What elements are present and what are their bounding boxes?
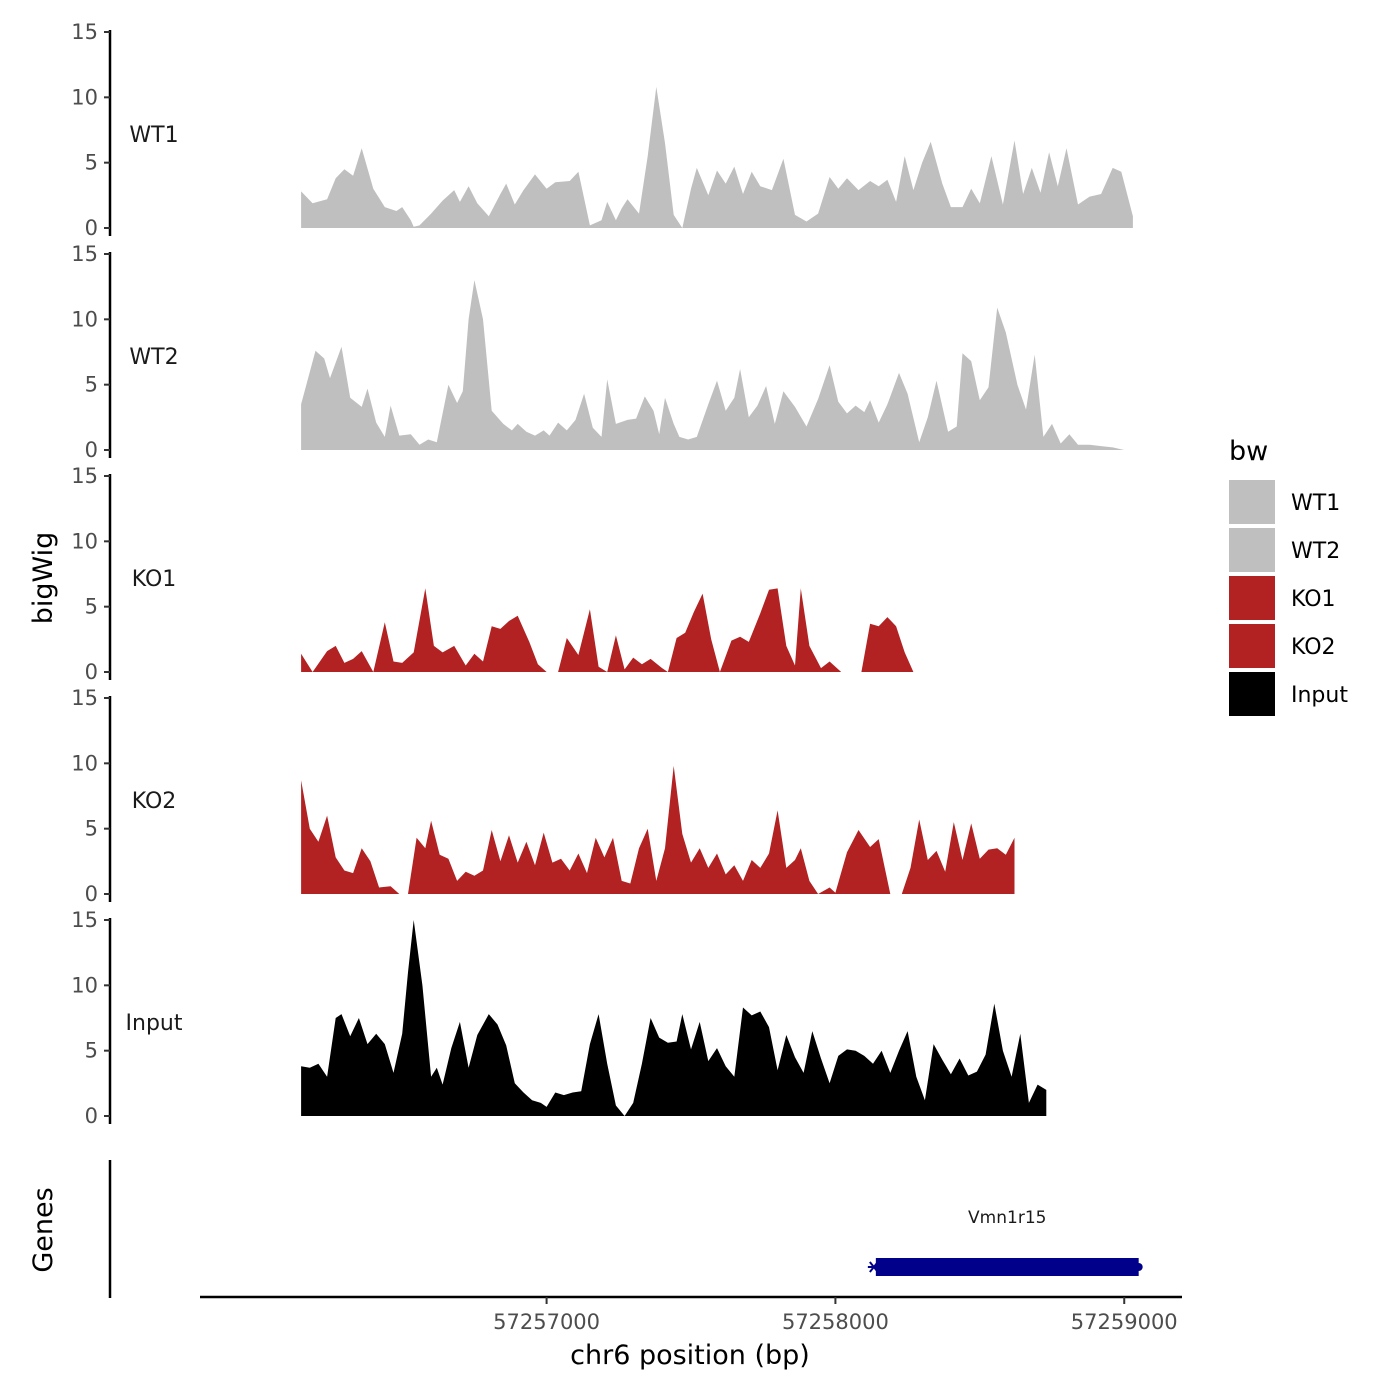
track-label-wt1: WT1 [129, 123, 178, 148]
signal-area-wt2 [301, 280, 1125, 450]
legend-swatch-wt1 [1229, 480, 1275, 524]
signal-area-wt1 [301, 86, 1133, 229]
track-label-input: Input [126, 1011, 183, 1036]
gene-body-vmn1r15 [875, 1258, 1139, 1276]
gene-label-vmn1r15: Vmn1r15 [968, 1208, 1046, 1228]
y-tick-label: 0 [85, 882, 98, 906]
y-tick-label: 5 [85, 817, 98, 841]
y-tick-label: 10 [71, 751, 98, 775]
y-tick-label: 10 [71, 973, 98, 997]
legend-title: bw [1229, 436, 1268, 467]
genes-track: Vmn1r15 [108, 1160, 1143, 1298]
y-tick-label: 10 [71, 85, 98, 109]
x-axis-title: chr6 position (bp) [570, 1340, 810, 1371]
x-tick-label: 57259000 [1071, 1310, 1178, 1334]
y-tick-label: 10 [71, 529, 98, 553]
y-tick-label: 0 [85, 1104, 98, 1128]
y-tick-label: 15 [71, 464, 98, 488]
track-ko2: 0 5 10 15 KO2 [71, 686, 1015, 906]
legend-swatch-wt2 [1229, 528, 1275, 572]
track-label-ko2: KO2 [132, 789, 177, 814]
legend-swatch-ko2 [1229, 624, 1275, 668]
track-wt1: 0 5 10 15 WT1 [71, 20, 1133, 240]
legend-label-ko1: KO1 [1291, 587, 1336, 612]
y-tick-label: 15 [71, 20, 98, 44]
x-axis: 57257000 57258000 57259000 [200, 1295, 1182, 1334]
signal-area-ko1 [301, 588, 914, 672]
y-tick-label: 0 [85, 660, 98, 684]
y-tick-label: 0 [85, 216, 98, 240]
y-tick-label: 5 [85, 1039, 98, 1063]
x-tick-label: 57258000 [782, 1310, 889, 1334]
y-tick-label: 5 [85, 595, 98, 619]
signal-area-ko2 [301, 765, 1015, 894]
y-tick-label: 15 [71, 686, 98, 710]
y-tick-label: 5 [85, 151, 98, 175]
legend-label-input: Input [1291, 683, 1348, 708]
signal-area-input [301, 920, 1047, 1116]
genes-axis-title: Genes [28, 1187, 59, 1272]
y-axis-title: bigWig [28, 532, 59, 625]
y-tick-label: 15 [71, 908, 98, 932]
x-tick-label: 57257000 [493, 1310, 600, 1334]
signal-tracks: 0 5 10 15 WT1 0 5 10 15 WT2 0 5 10 15 KO1 0 5 10 15 KO2 0 5 10… [71, 20, 1133, 1128]
y-tick-label: 5 [85, 373, 98, 397]
legend-swatch-input [1229, 672, 1275, 716]
track-input: 0 5 10 15 Input [71, 908, 1047, 1128]
track-label-wt2: WT2 [129, 345, 178, 370]
legend-swatch-ko1 [1229, 576, 1275, 620]
legend-label-wt1: WT1 [1291, 491, 1340, 516]
y-tick-label: 0 [85, 438, 98, 462]
track-wt2: 0 5 10 15 WT2 [71, 242, 1125, 462]
gene-end-marker-icon [1134, 1263, 1143, 1271]
legend-label-ko2: KO2 [1291, 635, 1336, 660]
legend: bw WT1 WT2 KO1 KO2 Input [1229, 436, 1348, 716]
legend-label-wt2: WT2 [1291, 539, 1340, 564]
track-label-ko1: KO1 [132, 567, 177, 592]
y-tick-label: 10 [71, 307, 98, 331]
y-tick-label: 15 [71, 242, 98, 266]
track-ko1: 0 5 10 15 KO1 [71, 464, 914, 684]
gene-strand-marker-icon [869, 1261, 879, 1273]
